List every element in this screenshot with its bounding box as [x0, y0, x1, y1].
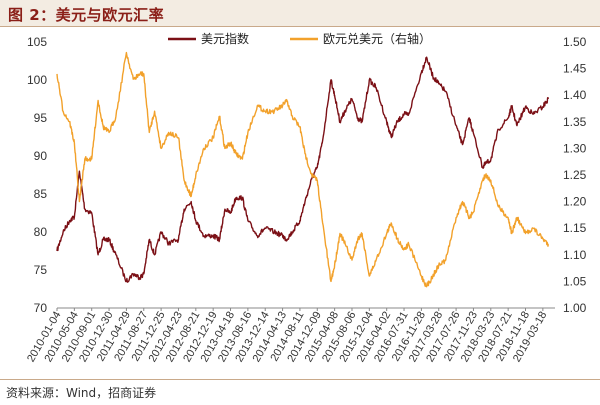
series-line-usd-index	[56, 56, 549, 283]
y-right-tick-label: 1.45	[563, 62, 587, 76]
series-layer	[56, 51, 549, 288]
y-left-tick-label: 100	[27, 73, 47, 87]
source-divider	[0, 379, 600, 380]
source-note: 资料来源：Wind，招商证券	[6, 386, 157, 400]
title-bar: 图 2：美元与欧元汇率	[0, 0, 600, 27]
series-line-eurusd	[56, 51, 549, 288]
y-left-tick-label: 105	[27, 35, 47, 49]
y-right-tick-label: 1.15	[563, 221, 587, 235]
y-right-tick-label: 1.10	[563, 248, 587, 262]
legend-label-eurusd: 欧元兑美元（右轴）	[323, 31, 431, 46]
y-right-tick-label: 1.30	[563, 141, 587, 155]
line-chart: 70 75 80 85 90 95 100 105 1.00 1.05 1.10 1.15 1.20 1.…	[25, 31, 587, 364]
y-right-tick-label: 1.05	[563, 274, 587, 288]
legend: 美元指数 欧元兑美元（右轴）	[168, 31, 431, 46]
figure-title: 图 2：美元与欧元汇率	[8, 6, 165, 24]
y-right-tick-label: 1.40	[563, 88, 587, 102]
y-left-tick-label: 90	[34, 149, 48, 163]
y-left-tick-label: 70	[34, 301, 48, 315]
y-right-tick-label: 1.00	[563, 301, 587, 315]
legend-label-usd-index: 美元指数	[201, 31, 249, 46]
y-left-tick-label: 75	[34, 263, 48, 277]
y-right-tick-label: 1.25	[563, 168, 587, 182]
y-left-tick-label: 80	[34, 225, 48, 239]
y-left-tick-label: 85	[34, 187, 48, 201]
y-right-tick-label: 1.20	[563, 195, 587, 209]
y-right-tick-label: 1.50	[563, 35, 587, 49]
y-right-tick-label: 1.35	[563, 115, 587, 129]
y-left-tick-label: 95	[34, 111, 48, 125]
